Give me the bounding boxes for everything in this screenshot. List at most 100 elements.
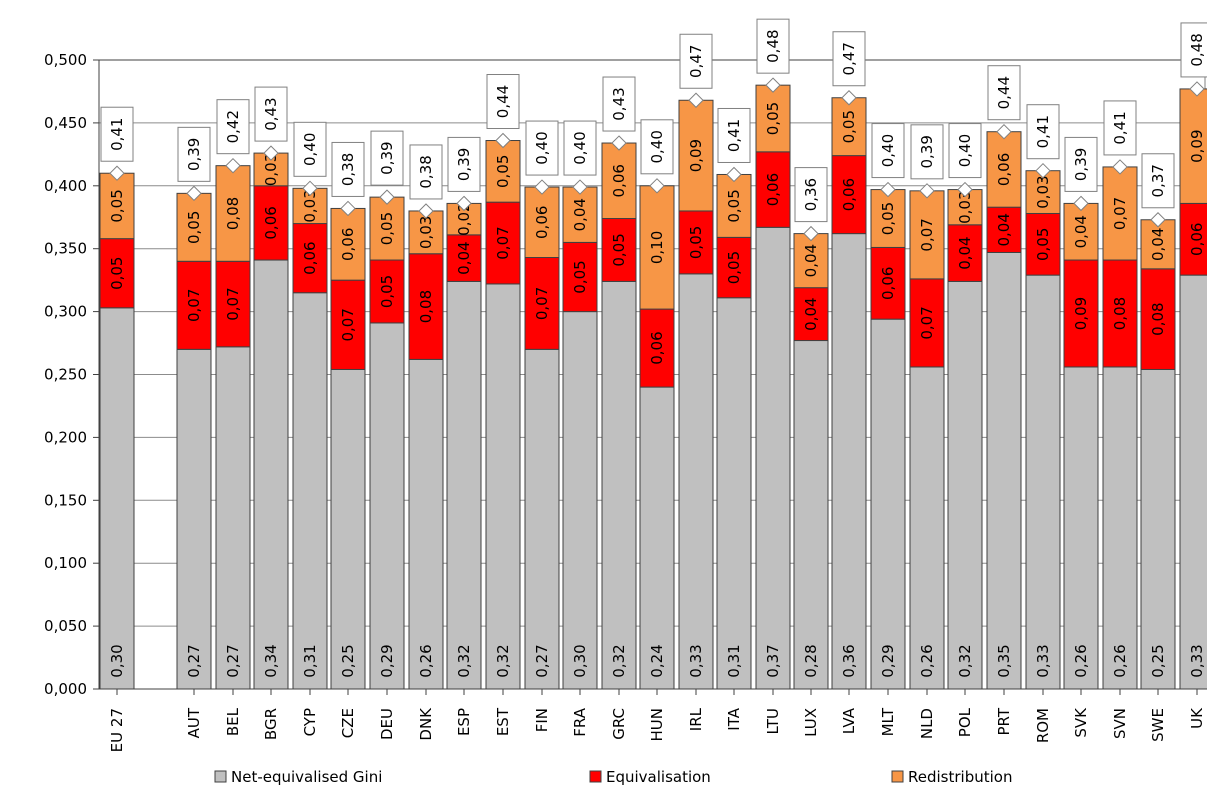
bar-segment: [831, 155, 867, 235]
total-value-label: 0,36: [802, 178, 820, 211]
category-label: UK: [1188, 707, 1206, 729]
category-label: CYP: [301, 708, 319, 736]
segment-value-label: 0,06: [610, 164, 628, 197]
category-label: SWE: [1149, 708, 1167, 742]
bar-segment: [408, 358, 444, 690]
bar-segment: [1140, 368, 1176, 690]
bar-segment: [909, 278, 945, 368]
segment-value-label: 0,10: [648, 231, 666, 264]
bar-segment: [831, 233, 867, 690]
segment-value-label: 0,03: [956, 190, 974, 223]
total-label-box: [910, 124, 944, 180]
total-label-box: [640, 119, 674, 175]
total-value-label: 0,43: [610, 87, 628, 120]
segment-value-label: 0,05: [1034, 228, 1052, 261]
category-label: HUN: [648, 708, 666, 741]
total-value-label: 0,42: [224, 110, 242, 143]
segment-value-label: 0,02: [455, 202, 473, 235]
total-marker: [302, 180, 318, 197]
bar-segment: [369, 196, 405, 261]
bar-segment: [1102, 366, 1138, 690]
bar-segment: [793, 287, 829, 342]
bar-segment: [369, 322, 405, 690]
segment-value-label: 0,03: [417, 216, 435, 249]
total-value-label: 0,47: [687, 45, 705, 78]
segment-value-label: 0,05: [378, 212, 396, 245]
total-value-label: 0,40: [571, 131, 589, 164]
segment-value-label: 0,04: [802, 297, 820, 330]
total-label-box: [563, 120, 597, 176]
category-label: SVN: [1111, 708, 1129, 739]
bar-segment: [524, 257, 560, 350]
segment-value-label: 0,06: [879, 267, 897, 300]
total-marker: [919, 183, 935, 199]
segment-value-label: 0,27: [533, 644, 551, 677]
y-tick-label: 0,350: [44, 240, 87, 258]
bar-segment: [947, 280, 983, 690]
segment-value-label: 0,06: [840, 178, 858, 211]
total-label-box: [486, 74, 520, 130]
total-value-label: 0,48: [764, 29, 782, 62]
bar-segment: [408, 253, 444, 360]
bar-segment: [253, 259, 289, 690]
bar-segment: [292, 292, 328, 690]
segment-value-label: 0,05: [764, 102, 782, 135]
segment-value-label: 0,04: [1149, 228, 1167, 261]
bar-segment: [485, 201, 521, 285]
segment-value-label: 0,09: [1188, 129, 1206, 162]
bar-segment: [1025, 274, 1061, 690]
total-label-box: [1141, 153, 1175, 209]
category-label: POL: [956, 707, 974, 737]
bar-segment: [601, 142, 637, 220]
category-label: NLD: [918, 708, 936, 739]
legend-swatch: [891, 770, 904, 783]
total-label-box: [370, 130, 404, 186]
segment-value-label: 0,08: [1111, 297, 1129, 330]
y-tick-label: 0,200: [44, 428, 87, 446]
segment-value-label: 0,33: [687, 644, 705, 677]
y-tick-label: 0,100: [44, 554, 87, 572]
bar-segment: [562, 311, 598, 690]
total-label-box: [987, 65, 1021, 121]
bar-segment: [755, 226, 791, 690]
total-marker: [379, 189, 395, 205]
segment-value-label: 0,26: [1111, 644, 1129, 677]
segment-value-label: 0,04: [455, 241, 473, 274]
segment-value-label: 0,03: [301, 189, 319, 222]
bar-segment: [99, 172, 135, 240]
total-label-box: [525, 120, 559, 176]
total-marker: [572, 179, 588, 195]
category-label: SVK: [1072, 707, 1090, 738]
total-value-label: 0,41: [1111, 111, 1129, 144]
category-label: FIN: [533, 708, 551, 732]
segment-value-label: 0,05: [378, 275, 396, 308]
total-value-label: 0,39: [1072, 148, 1090, 181]
segment-value-label: 0,05: [879, 202, 897, 235]
category-label: DEU: [378, 708, 396, 740]
segment-value-label: 0,05: [571, 260, 589, 293]
segment-value-label: 0,26: [1072, 644, 1090, 677]
segment-value-label: 0,04: [571, 198, 589, 231]
total-value-label: 0,41: [725, 119, 743, 152]
total-marker: [534, 179, 550, 195]
bar-segment: [215, 165, 251, 262]
total-value-label: 0,40: [879, 134, 897, 167]
bar-segment: [562, 241, 598, 313]
segment-value-label: 0,24: [648, 644, 666, 677]
segment-value-label: 0,06: [339, 228, 357, 261]
segment-value-label: 0,36: [840, 644, 858, 677]
bar-segment: [485, 283, 521, 690]
segment-value-label: 0,06: [764, 173, 782, 206]
bar-segment: [176, 192, 212, 262]
total-marker: [456, 195, 472, 212]
bar-segment: [639, 386, 675, 690]
segment-value-label: 0,05: [840, 110, 858, 143]
category-label: LTU: [764, 708, 782, 734]
segment-value-label: 0,31: [301, 644, 319, 677]
segment-value-label: 0,32: [455, 644, 473, 677]
segment-value-label: 0,07: [1111, 197, 1129, 230]
total-label-box: [293, 121, 327, 177]
bar-segment: [793, 233, 829, 289]
total-value-label: 0,38: [417, 155, 435, 188]
